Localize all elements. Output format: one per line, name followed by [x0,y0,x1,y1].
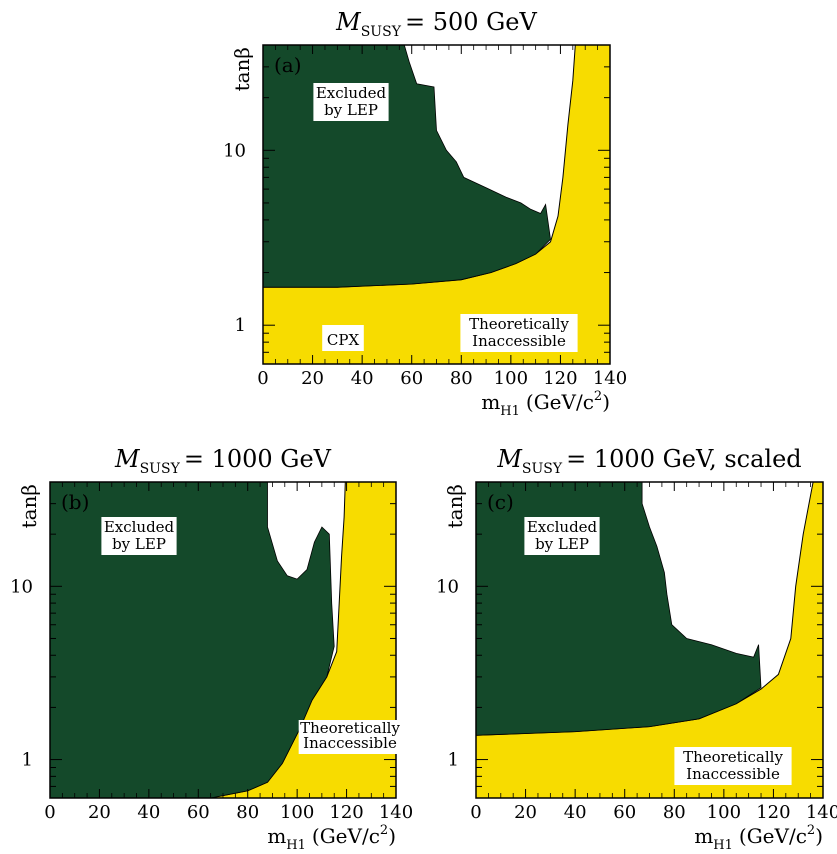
annotation-box [313,83,389,121]
y-tick-label: 1 [235,315,246,336]
x-axis-label: mH1 (GeV/c2) [481,389,610,419]
x-tick-label: 100 [280,802,314,823]
annotation-text: Inaccessible [303,734,397,752]
annotation-box [322,325,364,351]
annotation-text: by LEP [535,535,589,553]
x-axis-label: mH1 (GeV/c2) [694,823,823,853]
x-tick-label: 120 [329,802,363,823]
annotation-text: Excluded [527,518,598,536]
annotation-box [674,747,792,785]
x-tick-label: 0 [44,802,55,823]
x-tick-label: 40 [564,802,587,823]
title-subscript: SUSY [140,461,181,477]
x-axis-label-sup: 2 [807,823,815,838]
panel-label: (c) [487,490,514,514]
y-axis-label: tanβ [17,484,41,528]
title-rest: = 1000 GeV, scaled [566,445,802,473]
x-tick-label: 40 [351,368,374,389]
y-tick-label: 1 [448,750,459,771]
y-tick-label: 1 [22,750,33,771]
panel-label: (b) [61,490,89,514]
title-variable: M [335,8,362,36]
title-subscript: SUSY [361,24,402,40]
title-variable: M [114,445,141,473]
chart-title: MSUSY = 1000 GeV [114,445,332,477]
y-tick-label: 10 [10,576,33,597]
x-tick-label: 60 [400,368,423,389]
y-tick-label: 10 [436,576,459,597]
title-rest: = 500 GeV [405,8,538,36]
x-tick-label: 20 [514,802,537,823]
x-tick-label: 100 [494,368,528,389]
x-axis-label-sup: 2 [380,823,388,838]
title-subscript: SUSY [522,461,563,477]
annotation-text: by LEP [112,535,166,553]
annotation-text: CPX [327,331,360,349]
x-tick-label: 80 [236,802,259,823]
x-tick-label: 140 [593,368,627,389]
x-tick-label: 40 [137,802,160,823]
annotation-text: Inaccessible [686,765,780,783]
x-axis-label-sub: H1 [286,838,306,853]
annotation: CPX [322,325,364,351]
x-axis-label-main: m [481,390,500,414]
x-tick-label: 120 [756,802,790,823]
chart-title: MSUSY = 1000 GeV, scaled [496,445,801,477]
x-tick-label: 60 [613,802,636,823]
x-tick-label: 20 [301,368,324,389]
x-axis-label-close: ) [602,390,610,414]
x-axis-label-main: m [267,824,286,848]
x-axis-label-sub: H1 [713,838,733,853]
annotation-text: Inaccessible [472,332,566,350]
x-axis-label-close: ) [388,824,396,848]
x-axis-label-sub: H1 [500,404,520,419]
panel-label: (a) [274,53,302,77]
annotation-box [524,517,600,555]
x-axis-label-sup: 2 [594,389,602,404]
annotation-text: Theoretically [683,748,783,766]
annotation-text: Theoretically [300,719,400,737]
annotation-text: Excluded [316,84,387,102]
chart-panel-1: 0 20 40 60 80 100 120 140 1 10 tanβ mH1 (GeV/c2) MSUS… [223,8,627,419]
x-tick-label: 0 [257,368,268,389]
x-tick-label: 140 [379,802,413,823]
region-excluded-by-lep [50,482,335,798]
y-tick-label: 10 [223,140,246,161]
annotation-box [298,720,402,754]
x-tick-label: 20 [88,802,111,823]
x-axis-label-main: m [694,824,713,848]
x-axis-label-close: ) [815,824,823,848]
annotation-text: Theoretically [469,315,569,333]
x-tick-label: 100 [707,802,741,823]
chart-panel-2: 0 20 40 60 80 100 120 140 1 10 tanβ mH1 (GeV/c2) MSUS… [10,445,413,853]
x-tick-label: 60 [187,802,210,823]
x-axis-label-unit: (GeV/c [312,824,380,848]
x-tick-label: 80 [450,368,473,389]
x-axis-label-unit: (GeV/c [739,824,807,848]
chart-panel-3: 0 20 40 60 80 100 120 140 1 10 tanβ mH1 (GeV/c2) MSUS… [436,445,837,853]
x-axis-label: mH1 (GeV/c2) [267,823,396,853]
annotation-text: by LEP [324,101,378,119]
y-axis-label: tanβ [443,484,467,528]
title-variable: M [496,445,523,473]
y-axis-label: tanβ [230,47,254,91]
x-tick-label: 0 [470,802,481,823]
x-axis-label-unit: (GeV/c [526,390,594,414]
x-tick-label: 140 [806,802,837,823]
annotation-box [460,314,578,352]
x-tick-label: 80 [663,802,686,823]
annotation-text: Excluded [104,518,175,536]
annotation-box [101,517,177,555]
title-rest: = 1000 GeV [184,445,332,473]
chart-title: MSUSY = 500 GeV [335,8,537,40]
x-tick-label: 120 [543,368,577,389]
